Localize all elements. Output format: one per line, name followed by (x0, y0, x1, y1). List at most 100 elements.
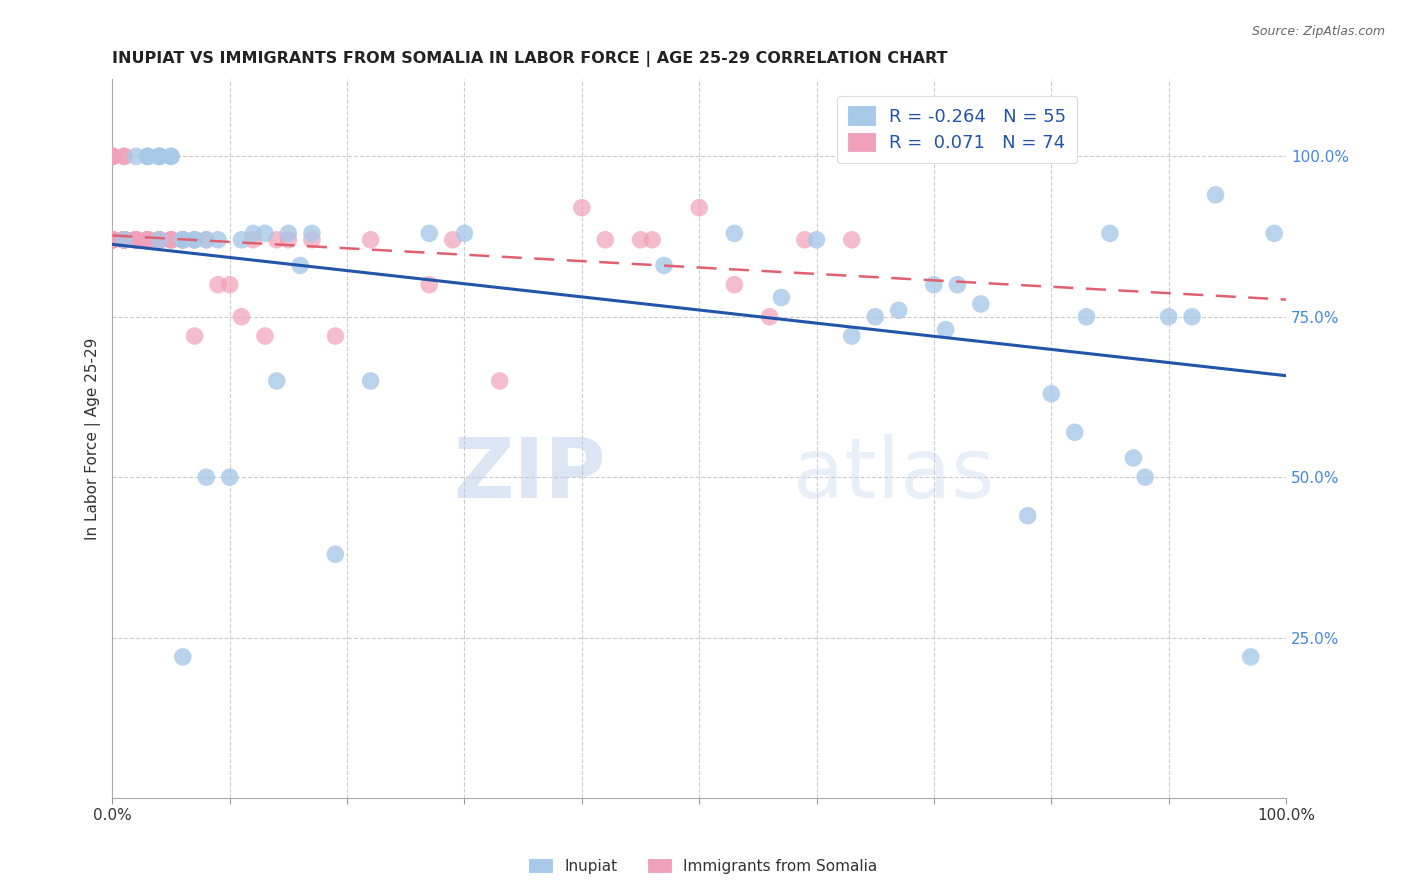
Point (183, 233, 205, 247)
Point (301, 233, 323, 247)
Point (1263, 227, 1285, 241)
Point (723, 227, 745, 241)
Point (1063, 425, 1085, 440)
Point (125, 233, 148, 247)
Point (125, 233, 148, 247)
Point (148, 233, 170, 247)
Point (488, 374, 510, 388)
Point (453, 227, 475, 241)
Point (935, 323, 957, 337)
Text: atlas: atlas (793, 434, 995, 516)
Point (101, 149, 124, 163)
Point (922, 277, 945, 292)
Point (112, 149, 135, 163)
Point (112, 233, 135, 247)
Point (266, 233, 288, 247)
Point (112, 233, 135, 247)
Point (101, 233, 124, 247)
Point (172, 233, 194, 247)
Point (148, 233, 170, 247)
Point (641, 233, 664, 247)
Point (125, 233, 148, 247)
Point (418, 277, 440, 292)
Point (136, 149, 159, 163)
Point (125, 233, 148, 247)
Point (195, 470, 218, 484)
Point (207, 233, 229, 247)
Point (136, 233, 159, 247)
Point (101, 233, 124, 247)
Point (160, 149, 183, 163)
Point (148, 233, 170, 247)
Point (112, 233, 135, 247)
Point (101, 233, 124, 247)
Point (277, 233, 299, 247)
Point (595, 233, 617, 247)
Point (101, 233, 124, 247)
Text: Source: ZipAtlas.com: Source: ZipAtlas.com (1251, 25, 1385, 38)
Point (172, 233, 194, 247)
Point (1122, 450, 1144, 465)
Point (970, 297, 993, 311)
Point (652, 259, 675, 273)
Point (160, 233, 183, 247)
Legend: R = -0.264   N = 55, R =  0.071   N = 74: R = -0.264 N = 55, R = 0.071 N = 74 (837, 95, 1077, 163)
Point (125, 233, 148, 247)
Point (112, 233, 135, 247)
Point (112, 233, 135, 247)
Point (160, 149, 183, 163)
Point (112, 149, 135, 163)
Point (1240, 649, 1263, 664)
Point (1133, 470, 1156, 484)
Point (441, 233, 464, 247)
Point (112, 233, 135, 247)
Point (1098, 227, 1121, 241)
Point (136, 149, 159, 163)
Point (101, 149, 124, 163)
Point (195, 233, 218, 247)
Point (195, 233, 218, 247)
Point (863, 310, 886, 324)
Point (148, 149, 170, 163)
Point (418, 227, 440, 241)
Point (360, 233, 382, 247)
Text: ZIP: ZIP (453, 434, 606, 516)
Point (288, 259, 311, 273)
Point (841, 233, 863, 247)
Point (148, 233, 170, 247)
Point (112, 233, 135, 247)
Point (325, 547, 347, 561)
Point (101, 233, 124, 247)
Point (101, 149, 124, 163)
Point (112, 233, 135, 247)
Point (136, 233, 159, 247)
Point (688, 201, 710, 215)
Point (242, 233, 264, 247)
Point (125, 233, 148, 247)
Point (630, 233, 652, 247)
Point (793, 233, 815, 247)
Point (758, 310, 780, 324)
Point (101, 149, 124, 163)
Point (112, 233, 135, 247)
Point (723, 277, 745, 292)
Point (183, 329, 205, 343)
Point (266, 374, 288, 388)
Point (112, 233, 135, 247)
Y-axis label: In Labor Force | Age 25-29: In Labor Force | Age 25-29 (86, 337, 101, 540)
Point (242, 227, 264, 241)
Point (1017, 508, 1039, 523)
Point (207, 277, 229, 292)
Point (1181, 310, 1204, 324)
Point (887, 303, 910, 318)
Point (112, 233, 135, 247)
Point (172, 649, 194, 664)
Point (148, 149, 170, 163)
Point (112, 233, 135, 247)
Point (325, 329, 347, 343)
Point (148, 149, 170, 163)
Point (136, 233, 159, 247)
Point (125, 149, 148, 163)
Point (172, 233, 194, 247)
Text: INUPIAT VS IMMIGRANTS FROM SOMALIA IN LABOR FORCE | AGE 25-29 CORRELATION CHART: INUPIAT VS IMMIGRANTS FROM SOMALIA IN LA… (112, 51, 948, 67)
